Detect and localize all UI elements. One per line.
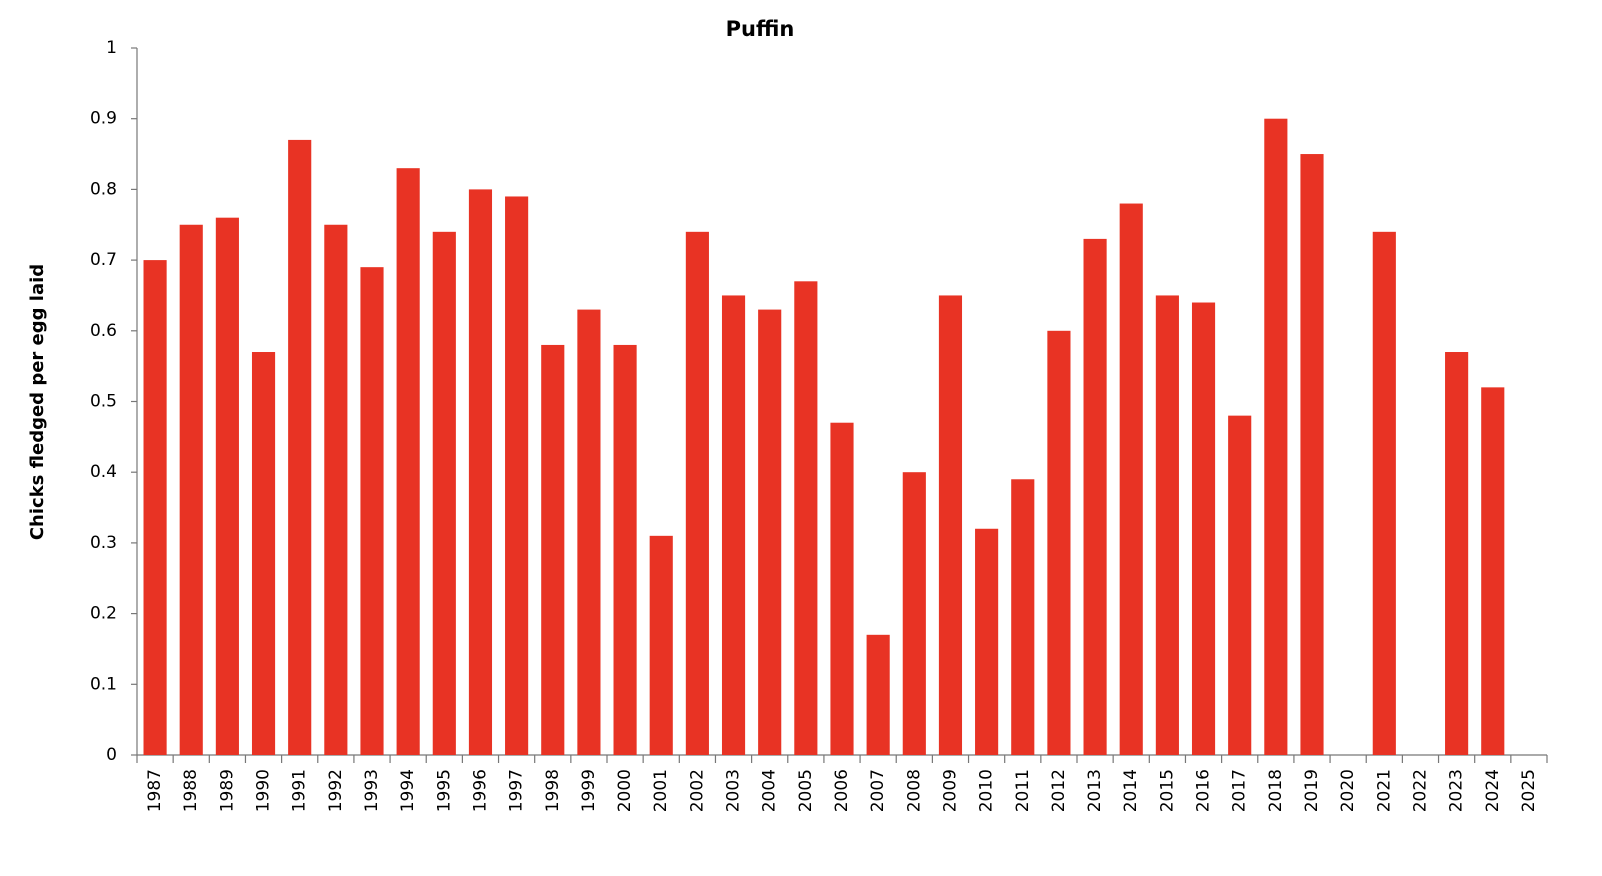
bar xyxy=(1047,330,1071,755)
chart-title: Puffin xyxy=(726,17,795,41)
x-tick-label: 1994 xyxy=(398,769,418,812)
y-tick-label: 0.1 xyxy=(90,674,117,694)
x-tick-label: 1999 xyxy=(579,769,599,812)
bar xyxy=(288,139,312,755)
x-tick-label: 2007 xyxy=(868,769,888,812)
bar xyxy=(902,472,926,755)
bar xyxy=(975,528,999,755)
x-tick-label: 2023 xyxy=(1447,769,1467,812)
bar xyxy=(324,224,348,755)
x-tick-label: 2010 xyxy=(977,769,997,812)
x-tick-label: 2003 xyxy=(724,769,744,812)
y-tick-label: 0.6 xyxy=(90,321,117,341)
x-tick-label: 2006 xyxy=(832,769,852,812)
bar xyxy=(794,281,818,755)
bar xyxy=(396,168,420,755)
bar xyxy=(1119,203,1143,756)
x-tick-label: 1992 xyxy=(326,769,346,812)
bar xyxy=(143,260,167,755)
y-tick-label: 0.8 xyxy=(90,179,117,199)
bar xyxy=(1445,352,1469,755)
x-tick-label: 2015 xyxy=(1157,769,1177,812)
bar xyxy=(1481,387,1505,755)
bar xyxy=(541,344,565,755)
x-tick-label: 1995 xyxy=(434,769,454,812)
bar xyxy=(1191,302,1216,755)
bar xyxy=(613,344,637,755)
bar xyxy=(432,231,456,755)
y-tick-label: 0 xyxy=(106,745,117,765)
y-tick-label: 0.3 xyxy=(90,533,117,553)
x-tick-label: 2000 xyxy=(615,769,635,812)
bar xyxy=(758,309,782,755)
x-tick-label: 2004 xyxy=(760,769,780,812)
x-tick-label: 2014 xyxy=(1121,769,1141,812)
x-tick-label: 2022 xyxy=(1410,769,1430,812)
bar xyxy=(649,535,673,755)
x-tick-label: 2011 xyxy=(1013,769,1033,812)
bar xyxy=(505,196,529,756)
x-tick-label: 1991 xyxy=(290,769,310,812)
y-tick-label: 0.9 xyxy=(90,109,117,129)
bar xyxy=(1300,154,1324,756)
x-tick-label: 1997 xyxy=(507,769,527,812)
bar xyxy=(1228,415,1252,755)
x-tick-label: 2012 xyxy=(1049,769,1069,812)
x-tick-label: 2016 xyxy=(1194,769,1214,812)
bar xyxy=(577,309,601,755)
x-tick-label: 2001 xyxy=(651,769,671,812)
bar xyxy=(468,189,493,755)
x-tick-label: 2021 xyxy=(1374,769,1394,812)
bar xyxy=(685,231,709,755)
y-axis-label: Chicks fledged per egg laid xyxy=(27,264,48,540)
bar xyxy=(1011,479,1035,755)
y-tick-label: 0.7 xyxy=(90,250,117,270)
bar xyxy=(1372,231,1396,755)
bar xyxy=(251,352,276,755)
bar xyxy=(215,217,239,755)
y-tick-label: 0.4 xyxy=(90,462,117,482)
x-tick-label: 2002 xyxy=(687,769,707,812)
bar xyxy=(938,295,963,755)
x-tick-label: 1988 xyxy=(181,769,201,812)
bar xyxy=(1155,295,1179,755)
x-tick-label: 2008 xyxy=(904,769,924,812)
bar xyxy=(179,224,203,755)
x-tick-label: 1990 xyxy=(254,769,274,812)
x-tick-label: 1987 xyxy=(145,769,165,812)
bar xyxy=(1264,118,1288,755)
bar xyxy=(830,422,854,755)
x-tick-label: 2025 xyxy=(1519,769,1539,812)
x-tick-label: 2018 xyxy=(1266,769,1286,812)
x-tick-label: 2024 xyxy=(1483,769,1503,812)
x-tick-label: 2009 xyxy=(940,769,960,812)
bar xyxy=(1083,238,1107,755)
x-tick-label: 2017 xyxy=(1230,769,1250,812)
x-tick-label: 2020 xyxy=(1338,769,1358,812)
y-tick-label: 0.2 xyxy=(90,604,117,624)
x-tick-label: 2005 xyxy=(796,769,816,812)
x-tick-label: 2019 xyxy=(1302,769,1322,812)
y-tick-label: 0.5 xyxy=(90,392,117,412)
bar xyxy=(866,634,890,755)
y-tick-label: 1 xyxy=(106,38,117,58)
x-tick-label: 2013 xyxy=(1085,769,1105,812)
x-tick-label: 1993 xyxy=(362,769,382,812)
x-tick-label: 1998 xyxy=(543,769,563,812)
bar xyxy=(360,267,384,755)
x-tick-label: 1989 xyxy=(217,769,237,812)
bar xyxy=(721,295,746,755)
x-tick-label: 1996 xyxy=(470,769,490,812)
